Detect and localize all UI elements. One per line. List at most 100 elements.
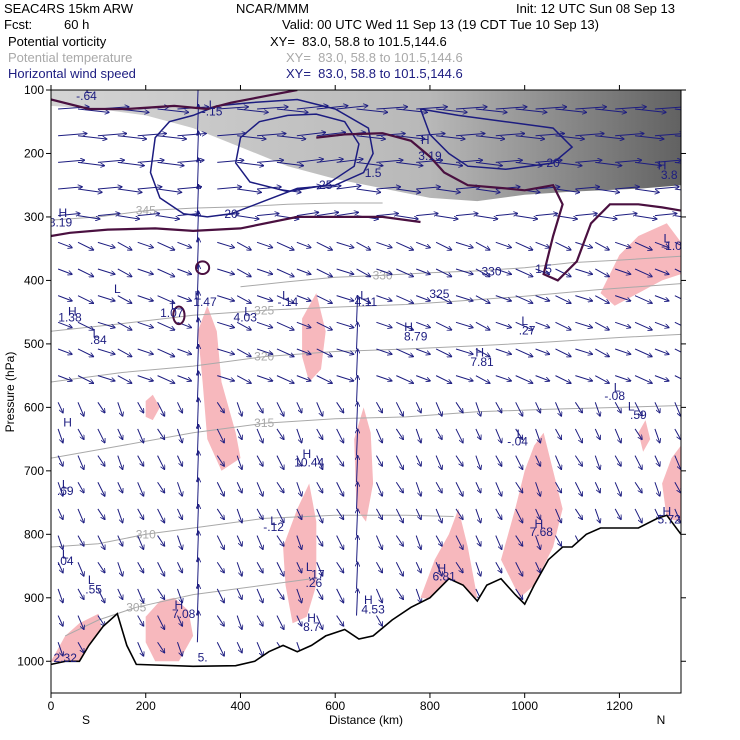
wind-vector [416, 375, 430, 381]
wind-vector [674, 428, 681, 439]
wind-vector [256, 375, 272, 381]
wind-vector [535, 241, 550, 247]
wind-vector [197, 132, 198, 163]
wind-vector [435, 241, 451, 250]
wind-vector [535, 455, 541, 466]
x-tick-label: 0 [48, 699, 55, 713]
wind-vector [137, 482, 144, 496]
wind-vector [197, 531, 198, 563]
wind-vector [217, 295, 234, 301]
wind-vector [77, 161, 104, 165]
wind-vector [376, 241, 391, 247]
wind-vector [316, 241, 332, 250]
wind-vector [197, 398, 198, 429]
wind-vector [296, 212, 319, 217]
wind-vector [157, 428, 165, 439]
wind-vector [177, 348, 191, 354]
wind-vector [177, 615, 182, 626]
wind-vector [316, 159, 343, 163]
wind-vector [97, 134, 126, 136]
wind-vector [614, 402, 621, 412]
theta-contour-label-315: 315 [254, 416, 274, 430]
wind-vector [436, 188, 460, 192]
wind-vector [634, 481, 642, 492]
forecast-label: Fcst: [4, 17, 33, 32]
wind-vector [375, 615, 382, 626]
wind-vector [595, 348, 609, 357]
high-marker: H [63, 415, 72, 429]
wind-vector [157, 241, 175, 250]
wind-vector [634, 295, 652, 304]
wind-vector [614, 508, 621, 519]
extremum-value: -.08 [604, 389, 625, 403]
wind-vector [336, 268, 354, 274]
wind-vector [375, 482, 382, 496]
wind-vector [356, 188, 381, 192]
wind-vector [77, 241, 93, 250]
wind-vector [634, 402, 642, 416]
wind-vector [77, 268, 93, 277]
wind-vector [535, 508, 541, 519]
wind-vector [396, 321, 413, 330]
init-time: Init: 12 UTC Sun 08 Sep 13 [516, 1, 675, 16]
wind-vector [654, 348, 669, 354]
wind-vector [177, 562, 182, 572]
wind-vector [276, 508, 284, 523]
wind-vector [276, 481, 284, 492]
low-marker: L [614, 381, 621, 395]
x-tick-label: 200 [136, 699, 156, 713]
extremum-value: 5. [198, 650, 208, 664]
pv-contour-2 [316, 132, 681, 282]
wind-vector [654, 295, 669, 301]
wind-vector [57, 348, 72, 354]
wind-vector [634, 375, 652, 384]
wind-vector [555, 321, 570, 330]
extremum-value: .59 [630, 408, 647, 422]
wind-vector [475, 375, 490, 384]
wind-vector [177, 508, 182, 519]
wind-vector [236, 482, 242, 492]
wind-vector [197, 345, 198, 376]
wind-vector [177, 295, 191, 301]
wind-vector [257, 160, 283, 162]
extremum-value: .04 [57, 554, 74, 568]
wind-vector [296, 375, 311, 381]
y-tick-label: 300 [24, 210, 44, 224]
wind-vector [296, 482, 302, 496]
wind-vector [515, 588, 523, 599]
extremum-value: 3.8 [661, 168, 678, 182]
wind-vector [276, 562, 284, 576]
negative-pv-region-12 [283, 483, 317, 624]
wind-vector [614, 482, 621, 496]
wind-vector [97, 455, 105, 466]
wind-vector [455, 241, 473, 247]
wind-vector [375, 428, 382, 443]
wind-vector [555, 188, 579, 192]
wind-vector [495, 107, 527, 109]
wind-vector [197, 158, 198, 190]
extremum-value: -.12 [263, 520, 284, 534]
theta-contour-320 [51, 333, 681, 383]
low-marker: L [244, 304, 251, 318]
wind-vector [57, 241, 72, 247]
wind-vector [455, 187, 480, 189]
field-xy-pv: XY= 83.0, 58.8 to 101.5,144.6 [270, 34, 447, 49]
wind-vector [435, 321, 451, 330]
wind-vector [595, 375, 609, 384]
wind-vector [435, 375, 451, 384]
wind-vector [535, 107, 567, 109]
wind-vector [495, 321, 511, 327]
wind-vector [137, 295, 153, 301]
wind-vector [77, 108, 109, 112]
wind-vector [137, 213, 160, 215]
wind-vector [475, 508, 481, 523]
wind-vector [475, 295, 490, 304]
x-tick-label: 800 [420, 699, 440, 713]
wind-vector [316, 268, 332, 277]
wind-vector [77, 428, 84, 439]
wind-vector [575, 375, 592, 381]
wind-vector [495, 295, 511, 301]
wind-vector [57, 428, 63, 443]
wind-vector [217, 160, 243, 162]
wind-vector [276, 588, 284, 599]
